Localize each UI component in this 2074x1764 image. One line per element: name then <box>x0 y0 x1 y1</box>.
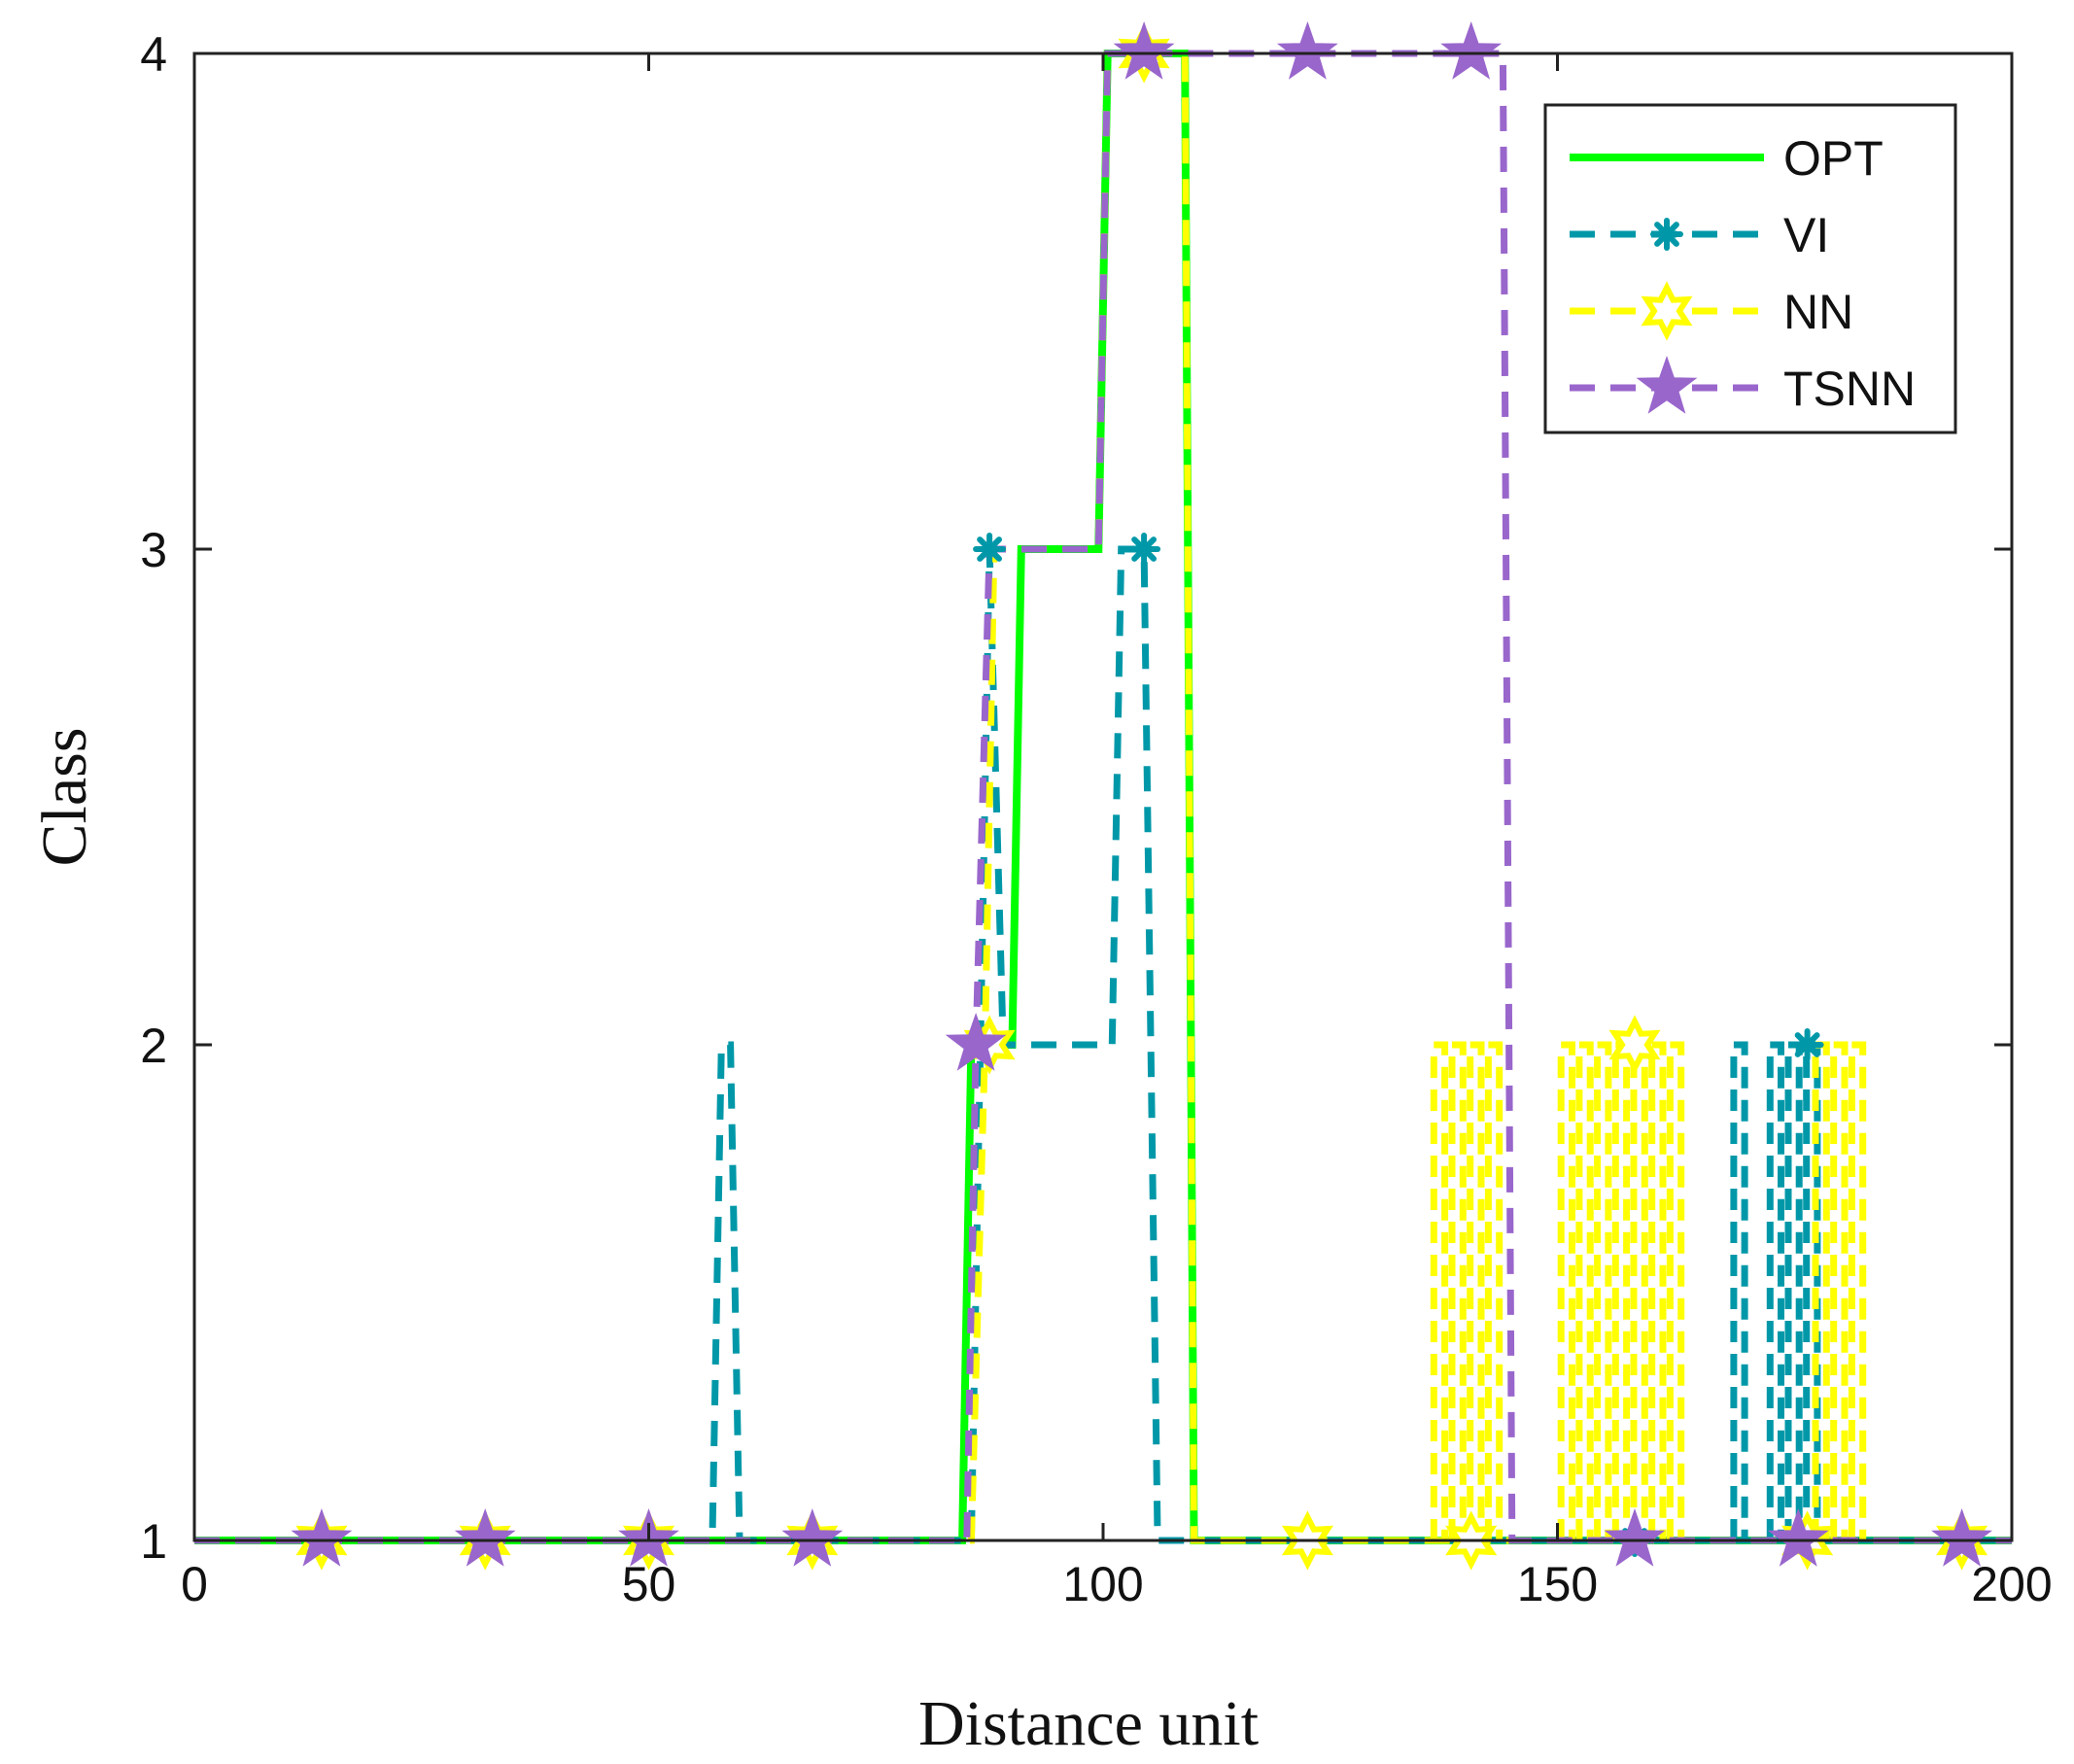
x-tick-label: 0 <box>181 1557 208 1611</box>
x-tick-label: 200 <box>1971 1557 2052 1611</box>
marker-vi-stroke <box>1794 1032 1820 1057</box>
legend-marker-vi <box>1650 218 1683 251</box>
legend-item-nn: NN <box>1570 281 1853 341</box>
marker-vi <box>973 533 1007 566</box>
marker-tsnn <box>1767 1507 1829 1567</box>
marker-vi <box>1790 1028 1824 1061</box>
marker-tsnn <box>1931 1507 1992 1567</box>
x-tick-label: 150 <box>1517 1557 1598 1611</box>
x-tick-label: 50 <box>622 1557 676 1611</box>
marker-tsnn <box>1440 20 1503 80</box>
x-axis-label: Distance unit <box>918 1688 1259 1759</box>
legend-label-tsnn: TSNN <box>1783 362 1916 416</box>
marker-tsnn <box>454 1507 516 1567</box>
legend-item-tsnn: TSNN <box>1570 355 1916 416</box>
legend-item-opt: OPT <box>1570 131 1884 186</box>
series-line-nn <box>194 50 2012 1544</box>
marker-tsnn <box>1113 20 1175 80</box>
legend-label-opt: OPT <box>1783 131 1884 186</box>
legend-label-nn: NN <box>1783 285 1853 339</box>
y-tick-label: 3 <box>140 523 167 577</box>
y-tick-label: 1 <box>140 1514 167 1569</box>
marker-tsnn <box>781 1507 844 1567</box>
marker-tsnn <box>945 1012 1007 1071</box>
x-tick-label: 100 <box>1062 1557 1143 1611</box>
marker-tsnn <box>1604 1507 1666 1567</box>
legend: OPT VI NN TSNN <box>1543 103 1957 434</box>
legend-marker-vi-stroke <box>1654 222 1679 247</box>
marker-tsnn <box>1276 20 1338 80</box>
y-tick-label: 4 <box>140 27 167 82</box>
legend-marker-tsnn <box>1636 355 1698 414</box>
marker-vi-stroke <box>977 536 1002 562</box>
marker-vi-stroke <box>1131 536 1157 562</box>
marker-nn <box>1608 1015 1661 1075</box>
legend-marker-nn <box>1641 281 1693 341</box>
marker-tsnn <box>291 1507 353 1567</box>
tick-layer: 0 50 100 150 200 1 2 3 4 <box>140 27 2053 1611</box>
legend-item-vi: VI <box>1570 208 1829 262</box>
legend-label-vi: VI <box>1783 208 1829 262</box>
marker-vi <box>1127 533 1161 566</box>
y-tick-label: 2 <box>140 1019 167 1073</box>
y-axis-label: Class <box>29 727 100 866</box>
